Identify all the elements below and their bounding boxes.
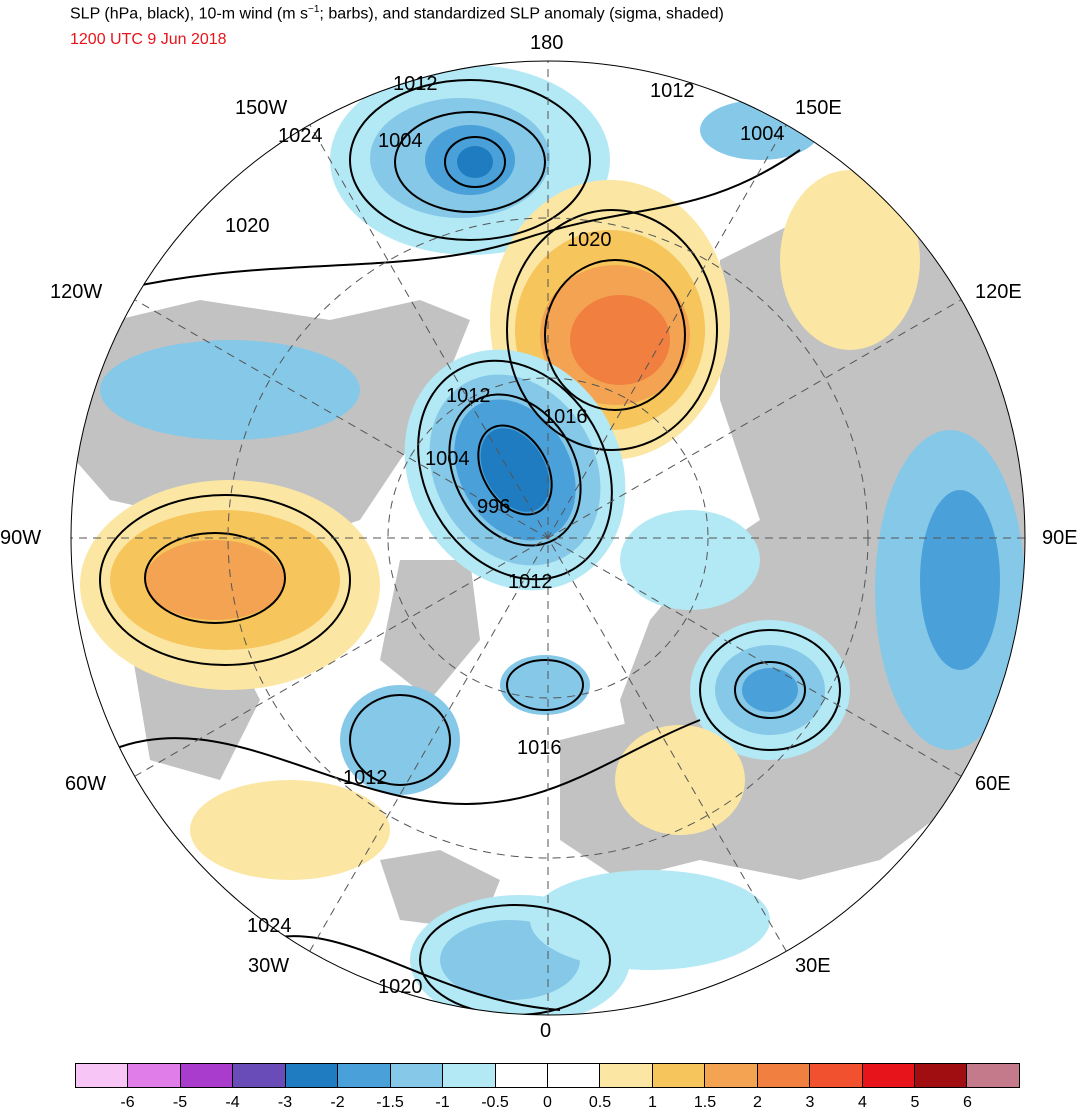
colorbar-tick-label: 4 <box>858 1094 867 1111</box>
lon-label-150e: 150E <box>795 97 842 119</box>
lon-label-0: 0 <box>540 1020 552 1042</box>
colorbar-swatch <box>390 1064 444 1087</box>
contour-label: 1016 <box>517 737 562 759</box>
colorbar-swatch <box>757 1064 811 1087</box>
lon-label-120w: 120W <box>50 281 103 303</box>
contour-label: 1020 <box>378 976 423 998</box>
contour-label: 1024 <box>278 125 323 147</box>
contour-label: 1012 <box>650 80 695 102</box>
anomaly-shading <box>80 65 1025 1015</box>
colorbar-tick-label: -1 <box>435 1094 450 1111</box>
colorbar-tick-label: -0.5 <box>481 1094 509 1111</box>
colorbar-swatch <box>338 1064 391 1087</box>
colorbar-tick-label: 2 <box>753 1094 762 1111</box>
chart-title: SLP (hPa, black), 10-m wind (m s−1; barb… <box>70 4 724 23</box>
colorbar-swatch <box>705 1064 758 1087</box>
colorbar-tick-label: -1.5 <box>376 1094 404 1111</box>
lon-label-60e: 60E <box>975 773 1011 795</box>
contour-label: 1020 <box>567 229 612 251</box>
contour-label: 1012 <box>343 767 388 789</box>
colorbar-ticks: -6 -5 -4 -3 -2 -1.5 -1 -0.5 0 0.5 1 1.5 2 3 4 5 6 <box>0 1094 1088 1114</box>
colorbar-tick-label: -6 <box>120 1094 135 1111</box>
colorbar-tick-label: 1 <box>648 1094 657 1111</box>
colorbar-swatch <box>915 1064 968 1087</box>
colorbar-swatch <box>233 1064 286 1087</box>
contour-label: 1012 <box>446 385 491 407</box>
colorbar-tick-label: -5 <box>172 1094 188 1111</box>
colorbar-swatch <box>495 1064 548 1087</box>
colorbar-swatch <box>862 1064 915 1087</box>
contour-label: 996 <box>477 496 511 518</box>
colorbar-tick-label: 0 <box>543 1094 552 1111</box>
contour-label: 1004 <box>740 123 785 145</box>
contour-label: 1024 <box>247 915 292 937</box>
colorbar-swatch <box>600 1064 653 1087</box>
contour-label: 1004 <box>425 448 470 470</box>
colorbar-tick-label: -2 <box>330 1094 345 1111</box>
contour-label: 1004 <box>378 130 423 152</box>
colorbar-swatch <box>652 1064 706 1087</box>
contour-label: 1012 <box>508 571 553 593</box>
colorbar-tick-label: -3 <box>277 1094 293 1111</box>
colorbar-tick-label: 3 <box>805 1094 815 1111</box>
colorbar-swatch <box>76 1064 129 1087</box>
lon-label-90w: 90W <box>0 527 42 549</box>
colorbar-swatch <box>967 1064 1019 1087</box>
lon-label-60w: 60W <box>65 773 107 795</box>
colorbar <box>75 1063 1020 1088</box>
colorbar-tick-label: 0.5 <box>588 1094 612 1111</box>
colorbar-swatch <box>285 1064 339 1087</box>
contour-label: 1016 <box>543 406 588 428</box>
lon-label-30e: 30E <box>795 955 831 977</box>
lon-label-90e: 90E <box>1042 527 1078 549</box>
colorbar-swatch <box>547 1064 601 1087</box>
lon-label-120e: 120E <box>975 281 1022 303</box>
colorbar-swatch <box>810 1064 863 1087</box>
colorbar-tick-label: 6 <box>963 1094 972 1111</box>
contour-label: 1020 <box>225 215 270 237</box>
graticule <box>71 61 1025 1015</box>
map-border <box>70 60 1026 1016</box>
lon-label-30w: 30W <box>248 955 290 977</box>
contour-label: 1012 <box>393 73 438 95</box>
colorbar-tick-label: 5 <box>910 1094 920 1111</box>
colorbar-tick-label: 1.5 <box>693 1094 717 1111</box>
colorbar-swatch <box>443 1064 496 1087</box>
valid-time: 1200 UTC 9 Jun 2018 <box>70 31 227 48</box>
lon-label-180: 180 <box>530 32 564 54</box>
slp-contours <box>79 79 841 1015</box>
colorbar-swatch <box>128 1064 181 1087</box>
lon-label-150w: 150W <box>235 97 288 119</box>
colorbar-swatch <box>180 1064 234 1087</box>
colorbar-tick-label: -4 <box>225 1094 240 1111</box>
